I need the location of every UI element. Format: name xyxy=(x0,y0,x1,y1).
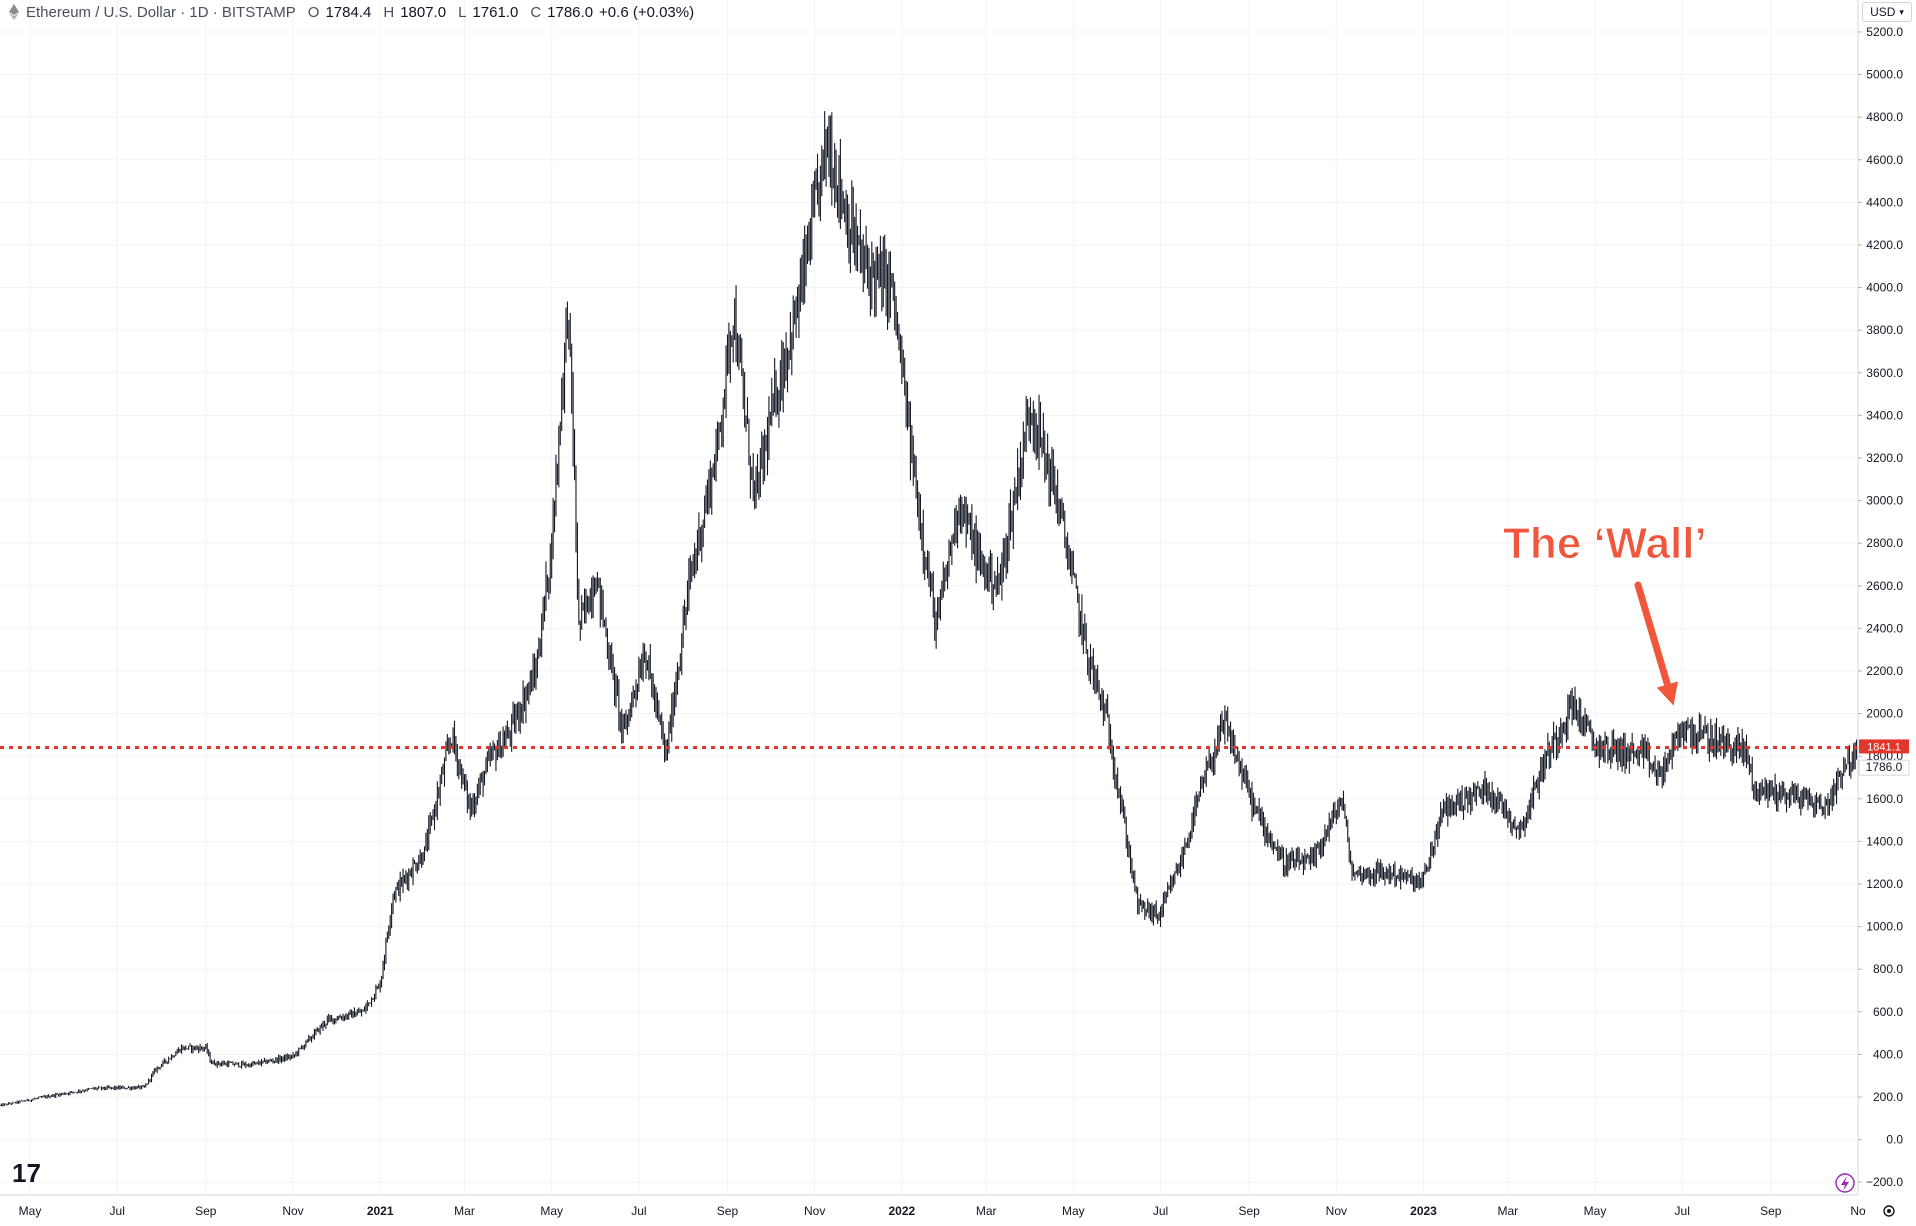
annotation-text: The ‘Wall’ xyxy=(1503,519,1707,568)
wall-price-badge-text: 1841.1 xyxy=(1867,741,1901,753)
x-tick-label: May xyxy=(540,1204,563,1218)
y-tick-label: 2600.0 xyxy=(1866,579,1903,593)
y-tick-label: 3200.0 xyxy=(1866,451,1903,465)
x-tick-label: Jul xyxy=(110,1204,125,1218)
price-axis[interactable]: 5200.0 5000.0 4800.0 4600.0 4400.0 4200.0 4000… xyxy=(1857,0,1916,1226)
y-tick-label: 200.0 xyxy=(1873,1090,1903,1104)
last-price-badge-text: 1786.0 xyxy=(1866,760,1903,774)
x-tick-label: Mar xyxy=(1498,1204,1519,1218)
y-tick-label: 4400.0 xyxy=(1866,195,1903,209)
y-tick-label: 0.0 xyxy=(1886,1133,1903,1147)
wall-price-badge xyxy=(1859,739,1909,754)
annotation-arrow-head xyxy=(1656,681,1678,706)
y-tick-label: 3000.0 xyxy=(1866,494,1903,508)
chevron-down-icon: ▾ xyxy=(1899,6,1904,17)
close-label: C xyxy=(530,3,542,21)
high-label: H xyxy=(383,3,395,21)
high-value: 1807.0 xyxy=(400,3,447,21)
y-tick-label: 1400.0 xyxy=(1866,834,1903,848)
y-tick-label: 3400.0 xyxy=(1866,408,1903,422)
lightning-icon[interactable] xyxy=(1835,1173,1855,1193)
x-tick-label: 2021 xyxy=(367,1204,394,1218)
x-tick-label: May xyxy=(1062,1204,1085,1218)
open-value: 1784.4 xyxy=(325,3,372,21)
y-tick-label: 4800.0 xyxy=(1866,110,1903,124)
y-tick-label: 400.0 xyxy=(1873,1047,1903,1061)
y-tick-label: 2000.0 xyxy=(1866,707,1903,721)
y-tick-label: 2800.0 xyxy=(1866,536,1903,550)
change-value: +0.6 (+0.03%) xyxy=(599,3,695,21)
y-tick-label: 2200.0 xyxy=(1866,664,1903,678)
x-tick-label: Jul xyxy=(1153,1204,1168,1218)
x-tick-label: Jul xyxy=(1675,1204,1690,1218)
low-label: L xyxy=(458,3,467,21)
currency-label: USD xyxy=(1870,5,1896,19)
y-tick-label: 800.0 xyxy=(1873,962,1903,976)
y-tick-label: 1200.0 xyxy=(1866,877,1903,891)
x-tick-label: Nov xyxy=(1326,1204,1347,1218)
y-tick-label: 600.0 xyxy=(1873,1005,1903,1019)
y-tick-label: −200.0 xyxy=(1866,1175,1903,1189)
x-tick-label: Sep xyxy=(1760,1204,1782,1218)
y-tick-label: 2400.0 xyxy=(1866,621,1903,635)
symbol-title[interactable]: Ethereum / U.S. Dollar · 1D · BITSTAMP xyxy=(26,3,296,21)
annotation-arrow xyxy=(1634,581,1671,688)
candlestick-series xyxy=(0,111,1858,1107)
currency-selector[interactable]: USD ▾ xyxy=(1862,2,1912,22)
close-value: 1786.0 xyxy=(547,3,594,21)
x-tick-label: May xyxy=(1584,1204,1607,1218)
time-axis-bg xyxy=(0,1195,1858,1226)
low-value: 1761.0 xyxy=(472,3,519,21)
x-tick-label: 2023 xyxy=(1410,1204,1437,1218)
settings-gear-icon[interactable] xyxy=(1883,1205,1895,1217)
y-tick-label: 1000.0 xyxy=(1866,920,1903,934)
last-price-badge xyxy=(1858,759,1910,776)
y-tick-label: 5200.0 xyxy=(1866,25,1903,39)
chart-legend: Ethereum / U.S. Dollar · 1D · BITSTAMP O… xyxy=(8,2,694,22)
y-tick-label: 4600.0 xyxy=(1866,153,1903,167)
x-tick-label: Mar xyxy=(454,1204,475,1218)
y-tick-label: 5000.0 xyxy=(1866,68,1903,82)
x-tick-label: No xyxy=(1850,1204,1866,1218)
price-axis-bg xyxy=(1858,0,1916,1226)
x-tick-label: May xyxy=(19,1204,42,1218)
y-tick-label: 3600.0 xyxy=(1866,366,1903,380)
logo-text[interactable]: 17 xyxy=(12,1158,41,1188)
y-tick-label: 4200.0 xyxy=(1866,238,1903,252)
tradingview-logo[interactable]: 17 xyxy=(12,1158,41,1188)
x-tick-label: Jul xyxy=(631,1204,646,1218)
x-tick-label: Nov xyxy=(804,1204,825,1218)
x-tick-label: Sep xyxy=(195,1204,217,1218)
open-label: O xyxy=(307,3,320,21)
x-tick-label: Sep xyxy=(1238,1204,1260,1218)
time-axis[interactable]: May Jul Sep Nov 2021 Mar May Jul Sep Nov 2022 Mar Ma… xyxy=(0,1194,1866,1226)
y-tick-label: 4000.0 xyxy=(1866,281,1903,295)
x-tick-label: 2022 xyxy=(888,1204,915,1218)
y-tick-label: 1600.0 xyxy=(1866,792,1903,806)
x-tick-label: Mar xyxy=(976,1204,997,1218)
chart-grid xyxy=(0,0,1859,1195)
x-tick-label: Sep xyxy=(717,1204,739,1218)
ethereum-icon xyxy=(9,4,19,20)
y-tick-label: 3800.0 xyxy=(1866,323,1903,337)
x-tick-label: Nov xyxy=(282,1204,303,1218)
wall-annotation: The ‘Wall’ xyxy=(1503,519,1707,706)
